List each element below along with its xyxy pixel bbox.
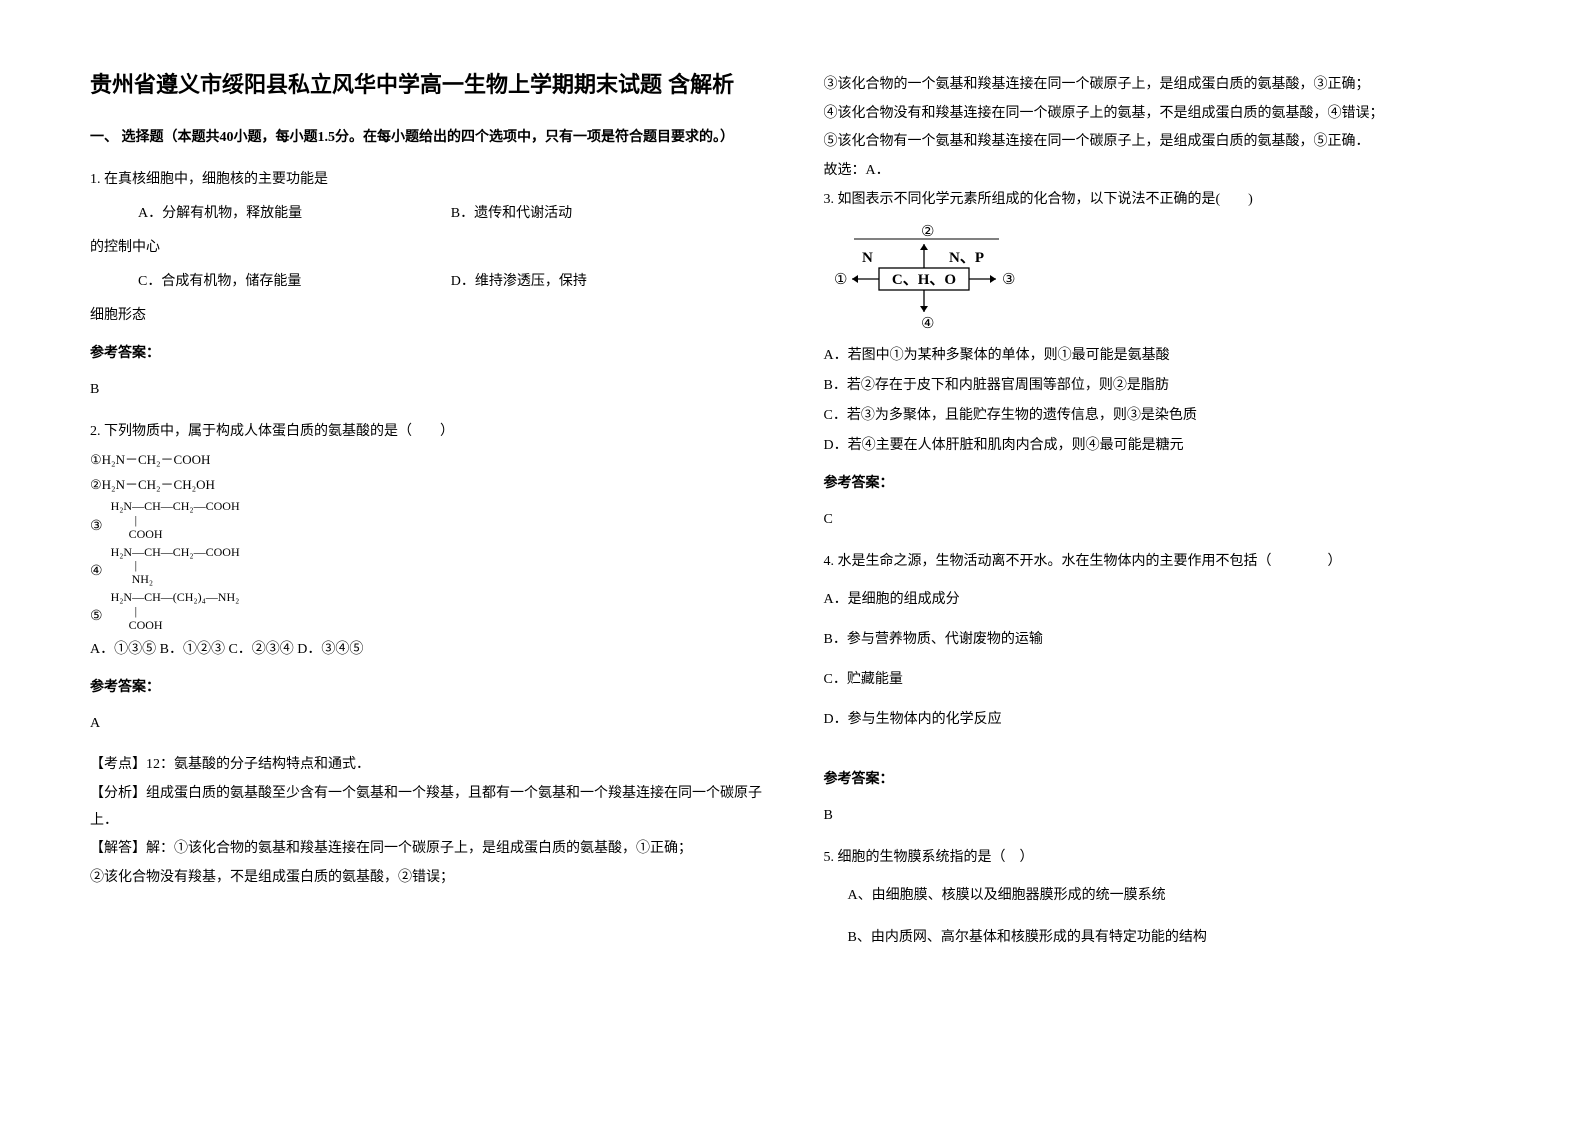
q1-option-d-cont: 细胞形态 [90, 302, 764, 330]
q1-options-row-2: C．合成有机物，储存能量 D．维持渗透压，保持 [90, 268, 764, 296]
q2-f4-top: H₂N—CH—CH₂—COOH [111, 546, 240, 560]
q4-answer-label: 参考答案： [824, 766, 1498, 794]
q5-stem: 5. 细胞的生物膜系统指的是（ ） [824, 844, 1498, 872]
q1-options-row-1: A．分解有机物，释放能量 B．遗传和代谢活动 [90, 200, 764, 228]
q3-circ3: ③ [1002, 272, 1015, 288]
q2-f5-bot: COOH [111, 619, 240, 633]
q2-formula-1: ①H₂N－CH₂－COOH [90, 449, 764, 471]
q3-label-np: N、P [949, 250, 984, 266]
q3-answer: C [824, 506, 1498, 534]
q2-f4-mid: | [111, 559, 240, 573]
q3-answer-label: 参考答案： [824, 470, 1498, 498]
q3-option-c: C．若③为多聚体，且能贮存生物的遗传信息，则③是染色质 [824, 402, 1498, 430]
q2-formula-3: ③ H₂N—CH—CH₂—COOH | COOH [90, 500, 764, 541]
q2-f4-num: ④ [90, 558, 103, 587]
q3-stem: 3. 如图表示不同化学元素所组成的化合物，以下说法不正确的是( ) [824, 186, 1498, 214]
q3-circ1: ① [834, 272, 847, 288]
q1-answer-label: 参考答案： [90, 340, 764, 368]
q3-option-b: B．若②存在于皮下和内脏器官周围等部位，则②是脂肪 [824, 372, 1498, 400]
q2-f5-struct: H₂N—CH—(CH₂)₄—NH₂ | COOH [111, 591, 240, 632]
q2-f5-top: H₂N—CH—(CH₂)₄—NH₂ [111, 591, 240, 605]
q2-f4-bot: NH₂ [111, 573, 240, 587]
q3-center-label: C、H、O [891, 272, 955, 288]
q2-formula-2: ②H₂N－CH₂－CH₂OH [90, 474, 764, 496]
page-container: 贵州省遵义市绥阳县私立风华中学高一生物上学期期末试题 含解析 一、 选择题（本题… [0, 0, 1587, 1000]
q2-f3-top: H₂N—CH—CH₂—COOH [111, 500, 240, 514]
q2-f3-bot: COOH [111, 528, 240, 542]
left-column: 贵州省遵义市绥阳县私立风华中学高一生物上学期期末试题 含解析 一、 选择题（本题… [90, 70, 764, 960]
q1-stem: 1. 在真核细胞中，细胞核的主要功能是 [90, 166, 764, 194]
q2-exp-7: ⑤该化合物有一个氨基和羧基连接在同一个碳原子上，是组成蛋白质的氨基酸，⑤正确． [824, 129, 1498, 156]
q2-f1-num: ① [90, 452, 102, 467]
question-1: 1. 在真核细胞中，细胞核的主要功能是 A．分解有机物，释放能量 B．遗传和代谢… [90, 166, 764, 404]
q3-option-d: D．若④主要在人体肝脏和肌肉内合成，则④最可能是糖元 [824, 432, 1498, 460]
q2-f1: H₂N－CH₂－COOH [102, 452, 211, 467]
q2-answer-label: 参考答案： [90, 674, 764, 702]
q3-option-a: A．若图中①为某种多聚体的单体，则①最可能是氨基酸 [824, 342, 1498, 370]
q1-option-c: C．合成有机物，储存能量 [90, 268, 451, 296]
q2-f2: H₂N－CH₂－CH₂OH [102, 477, 215, 492]
q2-exp-5: ③该化合物的一个氨基和羧基连接在同一个碳原子上，是组成蛋白质的氨基酸，③正确； [824, 72, 1498, 99]
q4-stem: 4. 水是生命之源，生物活动离不开水。水在生物体内的主要作用不包括（ ） [824, 548, 1498, 576]
q2-exp-8: 故选：A． [824, 158, 1498, 185]
q2-f4-struct: H₂N—CH—CH₂—COOH | NH₂ [111, 546, 240, 587]
q4-option-a: A．是细胞的组成成分 [824, 586, 1498, 614]
q2-f3-mid: | [111, 514, 240, 528]
q2-exp-1: 【考点】12：氨基酸的分子结构特点和通式． [90, 752, 764, 779]
q4-option-d: D．参与生物体内的化学反应 [824, 706, 1498, 734]
q4-answer: B [824, 802, 1498, 830]
document-title: 贵州省遵义市绥阳县私立风华中学高一生物上学期期末试题 含解析 [90, 70, 764, 101]
section-1-header: 一、 选择题（本题共40小题，每小题1.5分。在每小题给出的四个选项中，只有一项… [90, 125, 764, 150]
q2-exp-6: ④该化合物没有和羧基连接在同一个碳原子上的氨基，不是组成蛋白质的氨基酸，④错误； [824, 101, 1498, 128]
q2-f3-num: ③ [90, 513, 103, 542]
q4-option-b: B．参与营养物质、代谢废物的运输 [824, 626, 1498, 654]
q1-option-b-cont: 的控制中心 [90, 234, 764, 262]
question-5: 5. 细胞的生物膜系统指的是（ ） A、由细胞膜、核膜以及细胞器膜形成的统一膜系… [824, 844, 1498, 952]
q2-stem: 2. 下列物质中，属于构成人体蛋白质的氨基酸的是（ ） [90, 418, 764, 446]
q2-exp-4: ②该化合物没有羧基，不是组成蛋白质的氨基酸，②错误； [90, 865, 764, 892]
q3-arrow-left-head [852, 275, 858, 283]
q4-option-c: C．贮藏能量 [824, 666, 1498, 694]
q2-answer: A [90, 710, 764, 738]
q3-arrow-right-head [990, 275, 996, 283]
q2-f5-num: ⑤ [90, 603, 103, 632]
q1-option-b: B．遗传和代谢活动 [451, 200, 764, 228]
q3-arrow-down-head [920, 306, 928, 312]
q2-choices: A．①③⑤ B．①②③ C．②③④ D．③④⑤ [90, 636, 764, 664]
question-3: 3. 如图表示不同化学元素所组成的化合物，以下说法不正确的是( ) ① ② ③ … [824, 186, 1498, 534]
q5-option-a: A、由细胞膜、核膜以及细胞器膜形成的统一膜系统 [824, 882, 1498, 910]
q3-diagram: ① ② ③ ④ N N、P C、H、O [824, 222, 1498, 332]
q2-exp-3: 【解答】解：①该化合物的氨基和羧基连接在同一个碳原子上，是组成蛋白质的氨基酸，①… [90, 836, 764, 863]
q3-diagram-svg: ① ② ③ ④ N N、P C、H、O [824, 222, 1024, 332]
q3-arrow-up-head [920, 244, 928, 250]
q1-option-a: A．分解有机物，释放能量 [90, 200, 451, 228]
q2-f5-mid: | [111, 605, 240, 619]
right-column: ③该化合物的一个氨基和羧基连接在同一个碳原子上，是组成蛋白质的氨基酸，③正确； … [824, 70, 1498, 960]
q2-formula-5: ⑤ H₂N—CH—(CH₂)₄—NH₂ | COOH [90, 591, 764, 632]
question-2: 2. 下列物质中，属于构成人体蛋白质的氨基酸的是（ ） ①H₂N－CH₂－COO… [90, 418, 764, 891]
q2-exp-2: 【分析】组成蛋白质的氨基酸至少含有一个氨基和一个羧基，且都有一个氨基和一个羧基连… [90, 781, 764, 834]
q1-answer: B [90, 376, 764, 404]
q5-option-b: B、由内质网、高尔基体和核膜形成的具有特定功能的结构 [824, 924, 1498, 952]
question-4: 4. 水是生命之源，生物活动离不开水。水在生物体内的主要作用不包括（ ） A．是… [824, 548, 1498, 830]
q3-circ4: ④ [921, 316, 934, 332]
q2-f3-struct: H₂N—CH—CH₂—COOH | COOH [111, 500, 240, 541]
q2-formula-4: ④ H₂N—CH—CH₂—COOH | NH₂ [90, 546, 764, 587]
q2-f2-num: ② [90, 477, 102, 492]
q3-circ2: ② [921, 224, 934, 240]
q3-label-n: N [862, 250, 873, 266]
q1-option-d: D．维持渗透压，保持 [451, 268, 764, 296]
